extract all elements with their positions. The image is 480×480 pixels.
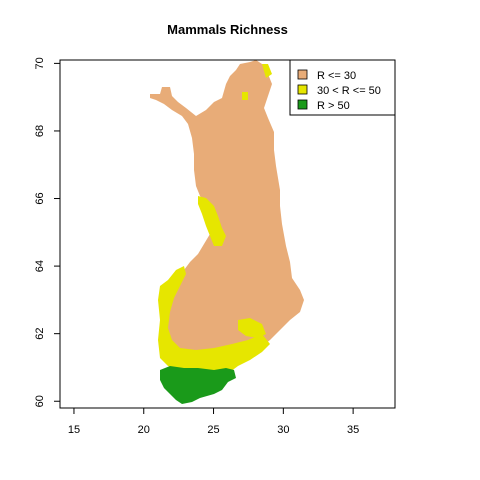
x-tick-label: 15 bbox=[68, 424, 80, 436]
x-tick-label: 25 bbox=[207, 424, 219, 436]
y-tick-label: 66 bbox=[34, 192, 46, 204]
y-tick-label: 70 bbox=[34, 57, 46, 69]
x-tick-label: 20 bbox=[138, 424, 150, 436]
region-mid-richness bbox=[242, 92, 248, 100]
region-mid-richness bbox=[238, 318, 266, 338]
map-regions bbox=[150, 60, 304, 404]
x-tick-label: 30 bbox=[277, 424, 289, 436]
region-low-richness bbox=[150, 60, 304, 362]
y-tick-label: 68 bbox=[34, 125, 46, 137]
y-tick-label: 60 bbox=[34, 395, 46, 407]
legend: R <= 30 30 < R <= 50 R > 50 bbox=[289, 59, 396, 116]
region-mid-richness bbox=[262, 64, 272, 78]
y-tick-label: 64 bbox=[34, 260, 46, 272]
region-mid-richness bbox=[198, 196, 226, 246]
legend-label: R > 50 bbox=[317, 100, 350, 112]
region-mid-richness bbox=[158, 266, 270, 374]
region-high-richness bbox=[160, 366, 236, 404]
y-axis: 60 62 64 66 68 70 bbox=[34, 57, 61, 407]
x-tick-label: 35 bbox=[347, 424, 359, 436]
legend-swatch bbox=[297, 84, 308, 95]
chart-title: Mammals Richness bbox=[167, 22, 288, 37]
legend-swatch bbox=[297, 99, 308, 110]
legend-label: 30 < R <= 50 bbox=[317, 85, 381, 97]
legend-swatch bbox=[297, 69, 308, 80]
y-tick-label: 62 bbox=[34, 328, 46, 340]
legend-label: R <= 30 bbox=[317, 70, 356, 82]
legend-box bbox=[289, 59, 396, 116]
x-axis: 15 20 25 30 35 bbox=[68, 407, 359, 436]
